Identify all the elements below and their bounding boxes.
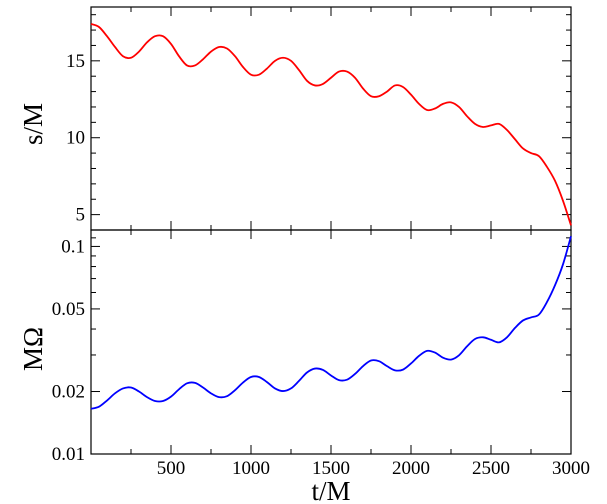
bottom-series-line-0 xyxy=(90,235,572,410)
top-panel-s-over-m: 5 10 15 xyxy=(66,6,572,231)
x-tick-label: 3000 xyxy=(552,458,590,479)
top-y-tick-label: 15 xyxy=(66,51,85,72)
bottom-y-tick-label: 0.02 xyxy=(52,382,85,403)
x-tick-label: 2500 xyxy=(472,458,510,479)
top-plot-frame xyxy=(90,6,572,231)
top-y-tick-label: 5 xyxy=(76,205,86,226)
top-series-line-0 xyxy=(90,23,572,226)
x-tick-label: 1000 xyxy=(232,458,270,479)
bottom-y-tick-label: 0.01 xyxy=(52,444,85,465)
bottom-y-tick-label: 0.05 xyxy=(52,299,85,320)
top-y-tick-label: 10 xyxy=(66,128,85,149)
x-tick-label: 1500 xyxy=(312,458,350,479)
x-axis-label: t/M xyxy=(311,476,350,504)
x-tick-label: 2000 xyxy=(392,458,430,479)
bottom-y-axis-label: MΩ xyxy=(18,327,48,371)
bottom-y-tick-label: 0.1 xyxy=(61,236,85,257)
bottom-panel-m-omega: 500 1000 1500 2000 2500 3000 0.01 0.02 0.05 0.1 xyxy=(52,229,590,479)
x-tick-label: 500 xyxy=(157,458,186,479)
top-y-axis-label: s/M xyxy=(18,103,48,145)
